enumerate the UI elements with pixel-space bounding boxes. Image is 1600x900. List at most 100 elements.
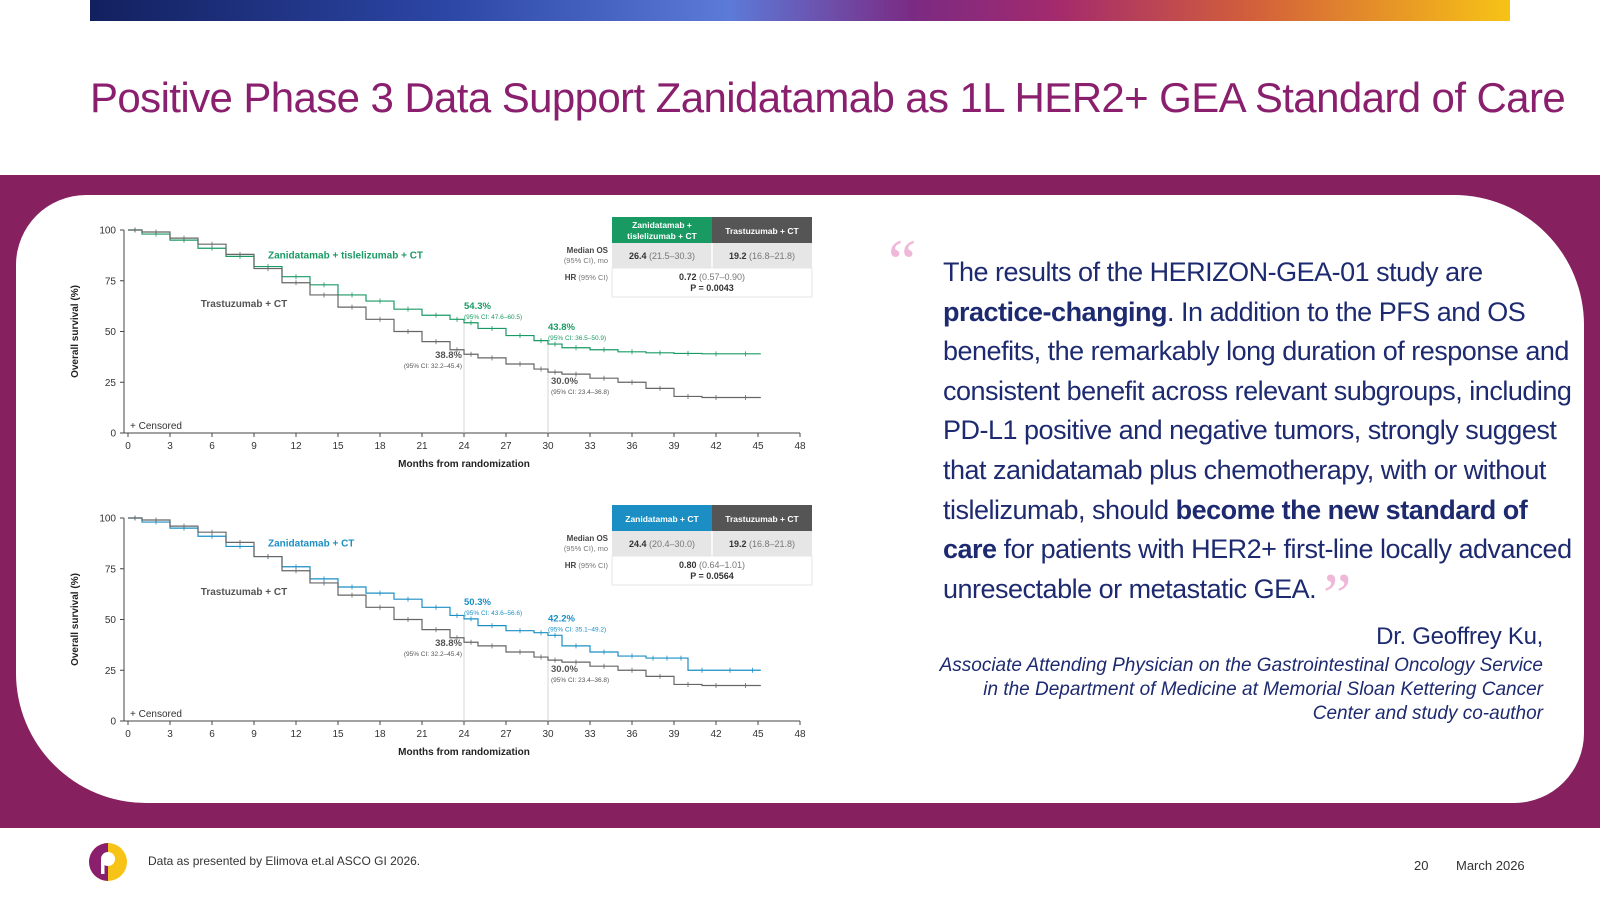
y-tick-label: 75 — [105, 564, 117, 575]
median-os-table: Zanidatamab +tislelizumab + CT Trastuzuma… — [564, 217, 813, 298]
table-header-experimental — [612, 217, 712, 243]
x-tick-label: 42 — [710, 441, 722, 452]
hazard-ratio: 0.72 (0.57–0.90) — [679, 272, 745, 282]
landmark-ci: (95% CI: 32.2–45.4) — [404, 363, 462, 370]
hr-row-sublabel: (95% CI) — [576, 561, 608, 570]
y-tick-label: 0 — [110, 429, 116, 440]
quote-part-1: The results of the HERIZON-GEA-01 study … — [943, 257, 1483, 287]
median-os-control: 19.2 (16.8–21.8) — [729, 539, 795, 549]
median-os-control-value: 19.2 — [729, 539, 747, 549]
x-tick-label: 30 — [542, 441, 554, 452]
table-header-control-label: Trastuzumab + CT — [725, 514, 799, 524]
x-tick-label: 0 — [125, 729, 131, 740]
median-os-experimental: 26.4 (21.5–30.3) — [629, 251, 695, 261]
table-header-experimental-label: Zanidatamab + CT — [625, 514, 699, 524]
landmark-value: 38.8% — [435, 350, 462, 361]
x-tick-label: 48 — [794, 441, 806, 452]
x-tick-label: 42 — [710, 729, 722, 740]
x-tick-label: 36 — [626, 729, 638, 740]
x-tick-label: 33 — [584, 441, 596, 452]
x-tick-label: 18 — [374, 729, 386, 740]
median-os-row-label: Median OS — [567, 246, 609, 255]
hazard-ratio-ci: (0.57–0.90) — [696, 272, 745, 282]
hr-row-label: HR (95% CI) — [565, 273, 609, 282]
x-tick-label: 9 — [251, 729, 257, 740]
quote-part-2: . In addition to the PFS and OS benefits… — [943, 296, 1572, 525]
median-os-experimental-ci: (21.5–30.3) — [646, 251, 695, 261]
top-gradient-bar — [90, 0, 1510, 21]
median-os-control: 19.2 (16.8–21.8) — [729, 251, 795, 261]
x-tick-label: 24 — [458, 441, 470, 452]
x-tick-label: 15 — [332, 441, 344, 452]
table-header-experimental-line1: Zanidatamab + — [632, 220, 692, 230]
y-tick-label: 50 — [105, 615, 117, 626]
x-tick-label: 12 — [290, 441, 302, 452]
hr-row-label-text: HR — [565, 273, 577, 282]
series-label-control: Trastuzumab + CT — [201, 587, 287, 598]
quote-close-mark: ” — [1323, 560, 1352, 631]
landmark-ci: (95% CI: 47.6–60.5) — [464, 314, 522, 321]
company-logo-icon — [89, 843, 127, 881]
median-os-control-ci: (16.8–21.8) — [746, 251, 795, 261]
page-title: Positive Phase 3 Data Support Zanidatama… — [90, 74, 1566, 121]
y-tick-label: 25 — [105, 378, 117, 389]
x-tick-label: 6 — [209, 441, 215, 452]
x-tick-label: 39 — [668, 729, 680, 740]
quote-bold-1: practice-changing — [943, 296, 1168, 327]
x-tick-label: 45 — [752, 729, 764, 740]
x-tick-label: 3 — [167, 441, 173, 452]
landmark-value: 30.0% — [551, 664, 578, 675]
table-header-control-label: Trastuzumab + CT — [725, 226, 799, 236]
km-curve-control — [128, 229, 761, 399]
median-os-table: Zanidatamab + CT Trastuzumab + CT 24.4 (20… — [564, 505, 813, 586]
quote-part-3: for patients with HER2+ first-line local… — [943, 534, 1572, 604]
x-tick-label: 27 — [500, 441, 512, 452]
table-row-hr — [611, 267, 813, 298]
landmark-value: 50.3% — [464, 597, 491, 608]
landmark-value: 43.8% — [548, 322, 575, 333]
x-tick-label: 45 — [752, 441, 764, 452]
x-tick-label: 6 — [209, 729, 215, 740]
series-label-experimental: Zanidatamab + CT — [268, 538, 354, 549]
landmark-ci: (95% CI: 43.6–56.6) — [464, 610, 522, 617]
x-tick-label: 24 — [458, 729, 470, 740]
x-tick-label: 18 — [374, 441, 386, 452]
km-chart-bottom: 0 3 6 9 12 15 18 21 24 27 30 33 36 39 42 45 480255075100… — [70, 505, 813, 758]
table-header-experimental — [612, 505, 712, 531]
y-tick-label: 100 — [99, 226, 116, 237]
page-number: 20 — [1414, 858, 1429, 873]
presentation-date: March 2026 — [1456, 858, 1525, 873]
landmark-ci: (95% CI: 32.2–45.4) — [404, 651, 462, 658]
hr-row-sublabel: (95% CI) — [576, 273, 608, 282]
median-os-row-label: Median OS — [567, 534, 609, 543]
series-label-control: Trastuzumab + CT — [201, 299, 287, 310]
table-header-control — [712, 217, 812, 243]
x-axis-label: Months from randomization — [398, 459, 530, 470]
y-tick-label: 0 — [110, 717, 116, 728]
x-tick-label: 21 — [416, 729, 428, 740]
p-value: P = 0.0564 — [690, 571, 734, 581]
x-tick-label: 12 — [290, 729, 302, 740]
hazard-ratio-value: 0.72 — [679, 272, 697, 282]
table-row-hr — [611, 555, 813, 586]
median-os-experimental-ci: (20.4–30.0) — [646, 539, 695, 549]
landmark-ci: (95% CI: 23.4–36.8) — [551, 389, 609, 396]
x-tick-label: 0 — [125, 441, 131, 452]
landmark-value: 38.8% — [435, 638, 462, 649]
x-tick-label: 39 — [668, 441, 680, 452]
author-affiliation: Associate Attending Physician on the Gas… — [939, 655, 1543, 724]
y-tick-label: 25 — [105, 666, 117, 677]
series-label-experimental: Zanidatamab + tislelizumab + CT — [268, 250, 423, 261]
y-tick-label: 50 — [105, 327, 117, 338]
km-curve-control — [128, 517, 761, 687]
quote-text: The results of the HERIZON-GEA-01 study … — [943, 253, 1583, 609]
x-tick-label: 48 — [794, 729, 806, 740]
y-tick-label: 75 — [105, 276, 117, 287]
hazard-ratio-ci: (0.64–1.01) — [696, 560, 745, 570]
x-tick-label: 33 — [584, 729, 596, 740]
median-os-experimental: 24.4 (20.4–30.0) — [629, 539, 695, 549]
hr-row-label-text: HR — [565, 561, 577, 570]
x-tick-label: 36 — [626, 441, 638, 452]
x-tick-label: 3 — [167, 729, 173, 740]
median-os-experimental-value: 26.4 — [629, 251, 647, 261]
